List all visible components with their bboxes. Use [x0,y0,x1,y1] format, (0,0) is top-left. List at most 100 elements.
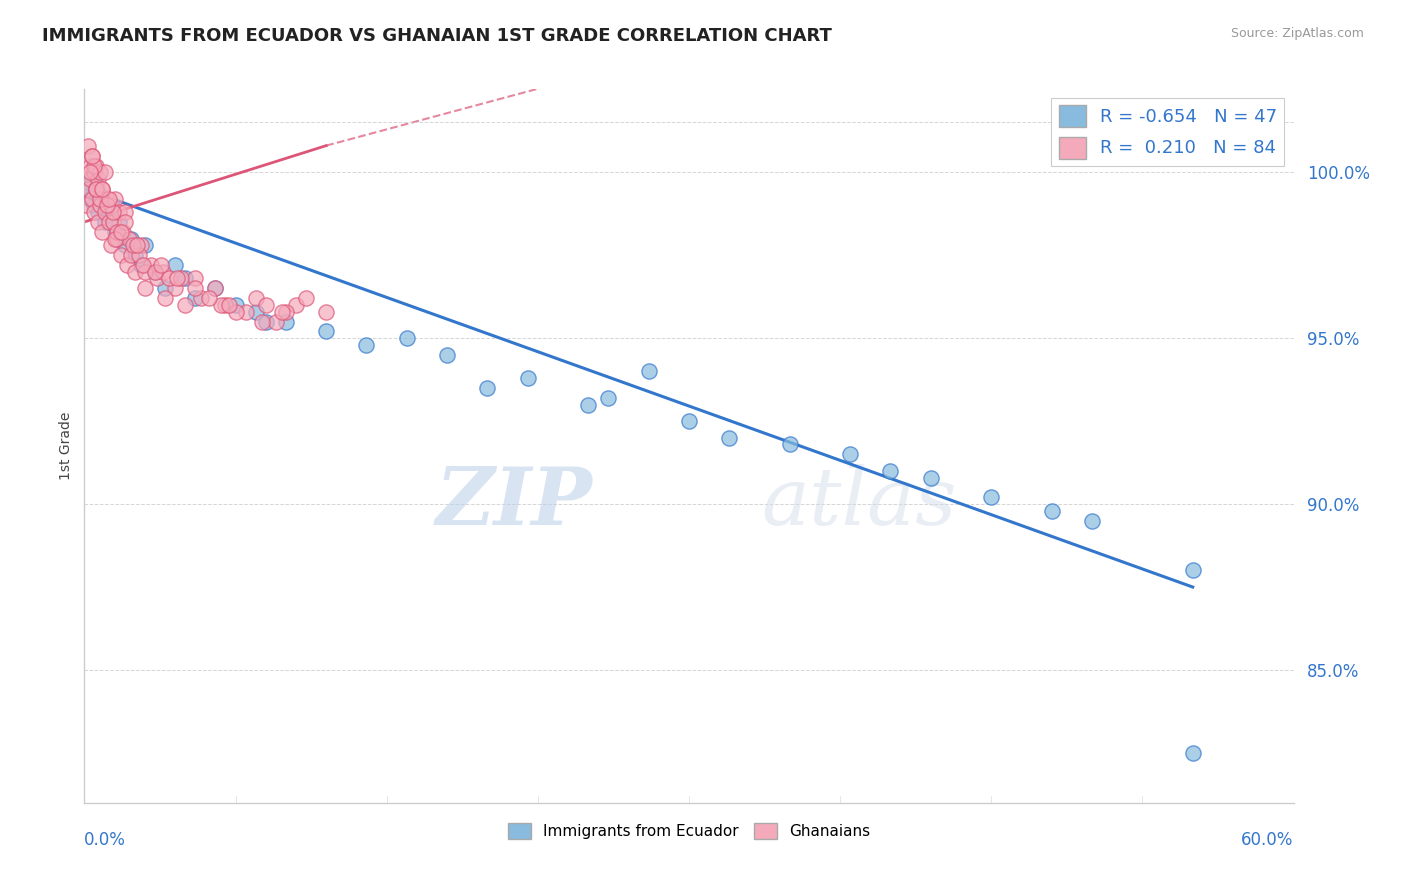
Point [637,364,659,378]
Point [89,192,111,206]
Point [82,171,104,186]
Point [139,258,162,272]
Point [101,215,124,229]
Point [225,298,247,312]
Point [96,198,118,212]
Point [477,381,499,395]
Point [114,215,136,229]
Point [120,231,142,245]
Point [132,258,155,272]
Point [104,225,127,239]
Point [89,165,111,179]
Point [77,138,100,153]
Point [110,225,132,239]
Point [779,437,801,451]
Point [128,248,150,262]
Point [879,464,901,478]
Point [107,205,129,219]
Point [356,338,378,352]
Point [105,231,128,245]
Point [198,291,221,305]
Point [115,258,138,272]
Point [678,414,700,428]
Point [114,238,136,252]
Point [1081,514,1104,528]
Point [1040,504,1063,518]
Text: IMMIGRANTS FROM ECUADOR VS GHANAIAN 1ST GRADE CORRELATION CHART: IMMIGRANTS FROM ECUADOR VS GHANAIAN 1ST … [42,27,832,45]
Point [97,192,120,206]
Point [83,165,105,179]
Point [121,238,143,252]
Text: atlas: atlas [762,465,957,541]
Point [125,238,148,252]
Point [79,171,101,186]
Point [83,198,105,212]
Point [254,314,277,328]
Point [105,225,128,239]
Point [91,225,114,239]
Point [149,258,172,272]
Point [245,304,267,318]
Point [184,281,207,295]
Point [93,215,115,229]
Point [174,298,197,312]
Point [166,271,188,285]
Point [87,215,110,229]
Point [89,198,111,212]
Point [516,371,538,385]
Point [980,491,1002,505]
Point [920,470,942,484]
Point [153,291,176,305]
Point [118,231,141,245]
Point [170,271,193,285]
Point [225,304,247,318]
Point [153,281,176,295]
Point [264,314,287,328]
Point [285,298,308,312]
Point [315,325,337,339]
Point [134,265,156,279]
Point [110,248,132,262]
Point [79,159,101,173]
Point [87,171,110,186]
Point [87,205,110,219]
Point [82,148,104,162]
Point [235,304,257,318]
Point [124,248,146,262]
Point [254,298,277,312]
Point [1181,746,1204,760]
Point [111,225,134,239]
Point [134,281,156,295]
Point [395,331,418,345]
Text: Source: ZipAtlas.com: Source: ZipAtlas.com [1230,27,1364,40]
Point [93,165,115,179]
Point [218,298,240,312]
Point [79,192,101,206]
Point [120,248,142,262]
Point [436,348,458,362]
Point [204,281,226,295]
Point [165,258,187,272]
Point [184,291,207,305]
Point [576,397,599,411]
Point [245,291,267,305]
Point [184,271,207,285]
Point [114,205,136,219]
Point [274,314,297,328]
Point [165,281,187,295]
Point [214,298,236,312]
Point [96,192,118,206]
Text: 0.0%: 0.0% [84,831,127,849]
Point [718,431,741,445]
Point [83,159,105,173]
Point [77,182,100,196]
Point [100,238,122,252]
Point [86,178,108,193]
Point [89,188,111,202]
Point [104,231,127,245]
Point [129,238,152,252]
Legend: Immigrants from Ecuador, Ghanaians: Immigrants from Ecuador, Ghanaians [502,817,876,845]
Point [146,271,169,285]
Point [143,265,166,279]
Point [157,271,180,285]
